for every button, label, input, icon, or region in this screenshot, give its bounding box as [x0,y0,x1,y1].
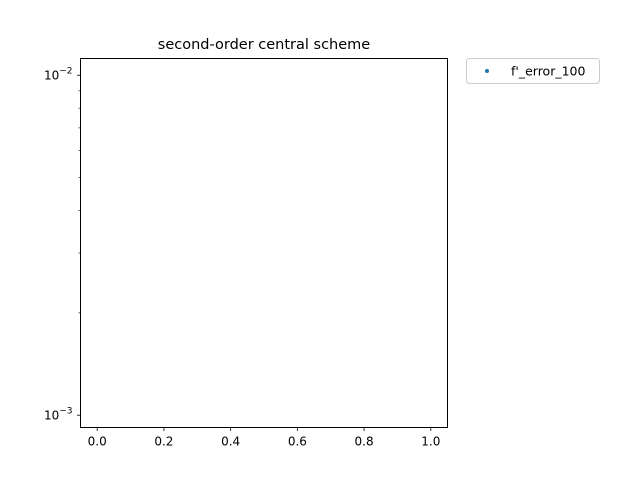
x-tick-label: 0.4 [221,435,240,449]
plot-frame [80,58,448,428]
chart-title: second-order central scheme [158,37,371,53]
x-tick-label: 1.0 [421,435,440,449]
y-axis-ticks: 10−2 10−3 [44,67,81,423]
legend: f'_error_100 [466,58,600,84]
x-tick-label: 0.6 [288,435,307,449]
x-tick-label: 0.8 [355,435,374,449]
x-axis-ticks: 0.0 0.2 0.4 0.6 0.8 1.0 [88,427,440,449]
y-tick-label: 10−2 [44,67,73,83]
plot-area [80,58,448,428]
x-tick-label: 0.0 [88,435,107,449]
x-tick-label: 0.2 [154,435,173,449]
legend-label: f'_error_100 [511,64,586,79]
y-tick-label: 10−3 [44,407,73,423]
legend-box [466,58,600,84]
legend-marker [485,69,489,73]
